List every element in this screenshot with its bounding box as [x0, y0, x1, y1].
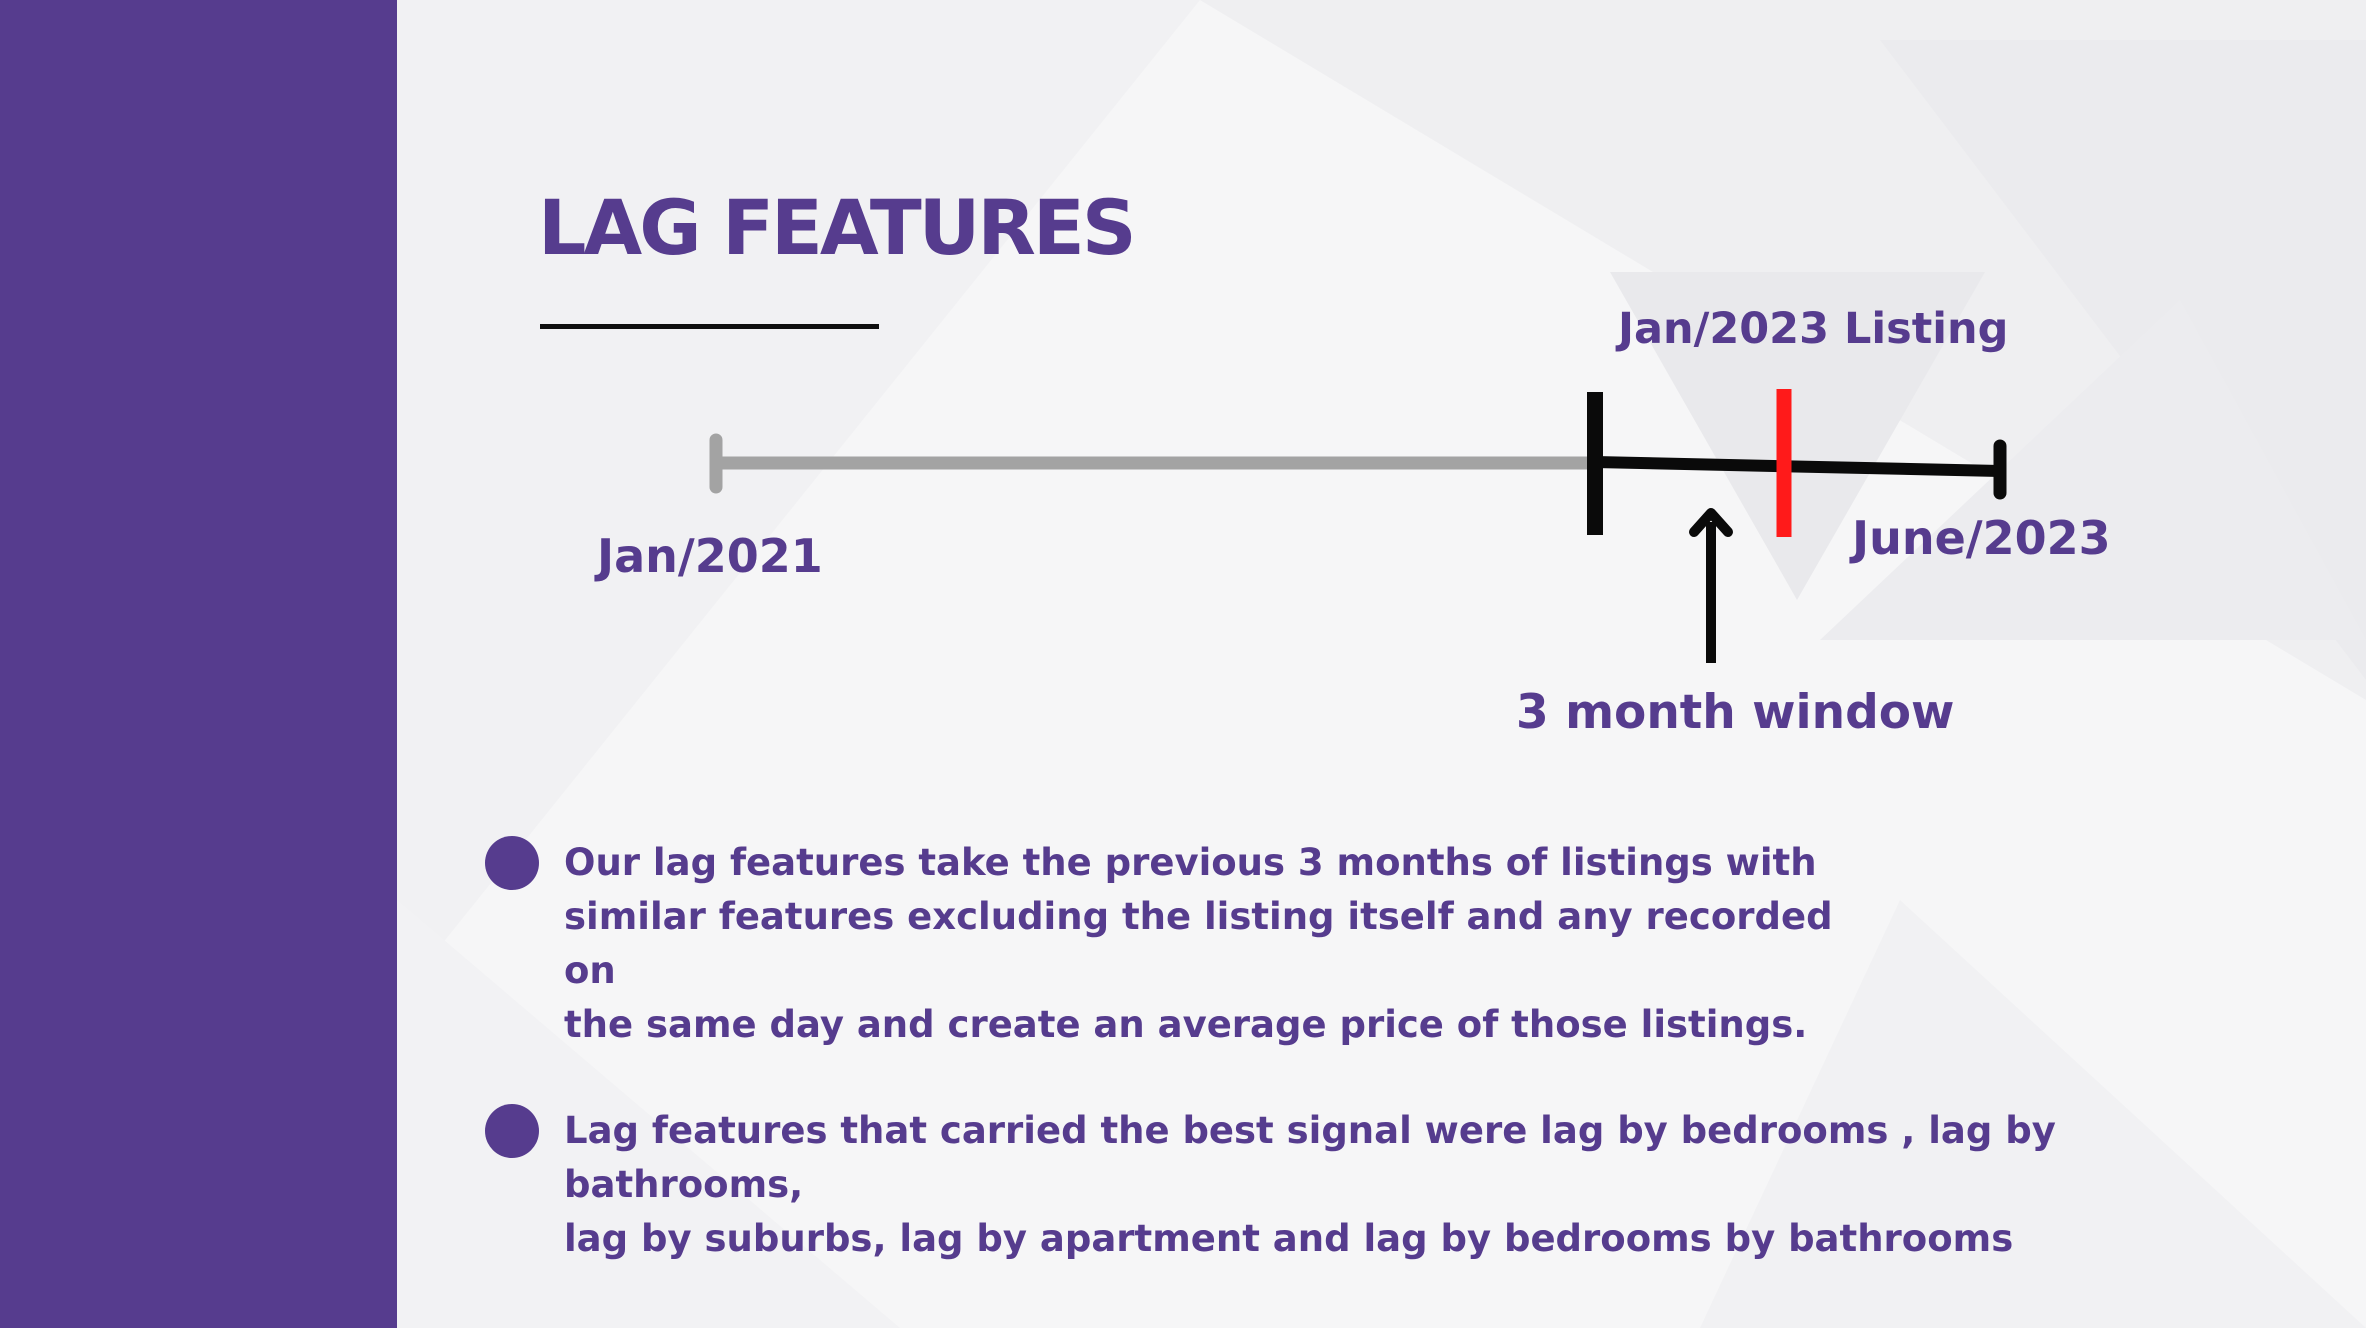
window-arrow-head	[1689, 508, 1733, 537]
bullet-item: Lag features that carried the best signa…	[485, 1104, 2244, 1266]
title-underline	[540, 324, 879, 329]
bullet-dot	[485, 1104, 539, 1158]
listing-label: Jan/2023 Listing	[1618, 304, 2009, 354]
bullet-text: Lag features that carried the best signa…	[564, 1109, 2056, 1260]
sidebar-accent-bar	[0, 0, 397, 1328]
page-title: LAG FEATURES	[538, 183, 1137, 272]
bullet-text: Our lag features take the previous 3 mon…	[564, 841, 1833, 1046]
bullet-dot	[485, 836, 539, 890]
timeline-start-label: Jan/2021	[597, 529, 823, 583]
window-label: 3 month window	[1516, 685, 1955, 740]
window-line	[1589, 456, 2006, 477]
bullet-item: Our lag features take the previous 3 mon…	[485, 836, 1834, 1052]
timeline-end-label: June/2023	[1852, 511, 2111, 565]
